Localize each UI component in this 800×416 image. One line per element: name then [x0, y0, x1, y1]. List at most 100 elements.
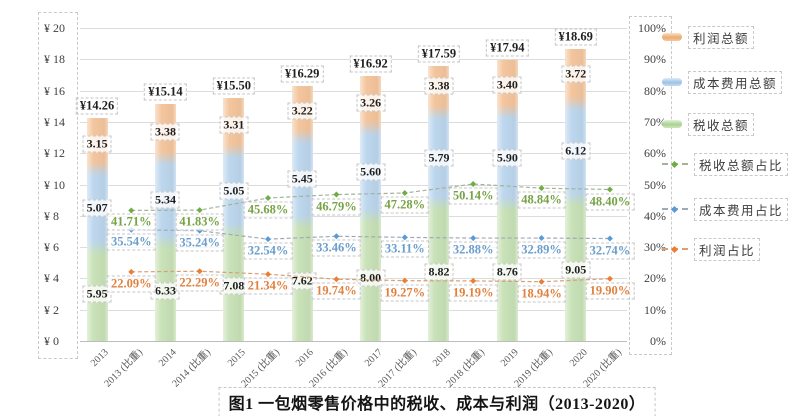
税收总额占比-label-2019: 48.84%: [517, 191, 566, 209]
y-axis-tick-left: ¥ 20: [44, 21, 65, 35]
y-axis-tick-right: 80%: [644, 83, 666, 98]
total-label-2014: ¥15.14: [144, 83, 187, 101]
利润占比-label-2013: 22.09%: [106, 275, 156, 293]
x-axis-tick: 2018: [430, 347, 453, 369]
税收总额占比-marker-icon: [333, 191, 340, 198]
成本费用占比-label-2020: 32.74%: [585, 242, 635, 260]
税收总额占比-marker-icon: [265, 195, 272, 202]
成本费用占比-marker-icon: [333, 233, 340, 240]
legend-item-tax-share: 税收总额占比: [662, 152, 789, 176]
cost-value-label-2015: 5.05: [219, 182, 249, 200]
成本费用占比-marker-icon: [401, 234, 408, 241]
total-label-2019: ¥17.94: [486, 39, 529, 57]
x-axis-tick: 2014: [157, 347, 180, 369]
tax-bar-swatch-icon: [662, 120, 682, 128]
gridline: [80, 153, 627, 155]
y-axis-tick-left: ¥ 12: [44, 146, 65, 161]
成本费用占比-label-2015: 32.54%: [243, 242, 293, 260]
y-axis-tick-left: ¥ 6: [44, 240, 59, 255]
profit-value-label-2018: 3.38: [424, 77, 454, 95]
legend-item-cost-total: 成本费用总额: [662, 70, 783, 94]
利润占比-label-2015: 21.34%: [243, 277, 293, 295]
legend-label: 成本费用总额: [688, 70, 783, 94]
stacked-bar-2019: [496, 60, 518, 341]
y-axis-tick-left: ¥ 10: [44, 177, 65, 192]
y-axis-tick-right: 90%: [644, 52, 666, 67]
成本费用占比-marker-icon: [538, 235, 545, 242]
税收总额占比-marker-icon: [401, 190, 408, 197]
利润占比-label-2019: 18.94%: [517, 285, 566, 303]
y-axis-tick-right: 60%: [644, 146, 666, 161]
cost-share-line-swatch-icon: [662, 205, 688, 213]
stacked-bar-2016: [291, 86, 313, 341]
成本费用占比-marker-icon: [470, 235, 477, 242]
y-axis-tick-left: ¥ 14: [44, 114, 65, 129]
cost-value-label-2018: 5.79: [424, 149, 454, 167]
税收总额占比-marker-icon: [538, 185, 545, 192]
profit-value-label-2015: 3.31: [219, 116, 249, 134]
成本费用占比-marker-icon: [606, 235, 613, 242]
tax-value-label-2019: 8.76: [492, 263, 522, 281]
税收总额占比-label-2016: 46.79%: [312, 198, 361, 216]
成本费用占比-label-2018: 32.88%: [448, 241, 498, 259]
total-label-2018: ¥17.59: [417, 45, 461, 63]
税收总额占比-marker-icon: [606, 186, 613, 193]
gridline: [80, 215, 627, 217]
tax-value-label-2013: 5.95: [82, 285, 112, 303]
x-axis-tick: 2013: [88, 347, 111, 369]
x-axis-tick: 2020: [567, 347, 590, 369]
total-label-2016: ¥16.29: [281, 65, 324, 83]
legend-label: 利润总额: [688, 25, 755, 49]
gridline: [80, 121, 627, 123]
利润占比-marker-icon: [128, 268, 135, 275]
税收总额占比-label-2014: 41.83%: [175, 213, 224, 231]
figure-title: 图1 一包烟零售价格中的税收、成本与利润（2013-2020）: [218, 387, 656, 416]
利润占比-marker-icon: [265, 271, 272, 278]
y-axis-tick-right: 100%: [638, 21, 666, 35]
profit-share-line-swatch-icon: [662, 245, 688, 253]
gridline: [80, 90, 627, 92]
成本费用占比-label-2017: 33.11%: [380, 240, 429, 258]
tax-value-label-2018: 8.82: [424, 263, 454, 281]
y-axis-tick-right: 50%: [644, 177, 666, 192]
y-axis-tick-right: 40%: [644, 208, 666, 223]
成本费用占比-marker-icon: [265, 236, 272, 243]
成本费用占比-label-2014: 35.24%: [175, 234, 224, 252]
cost-value-label-2017: 5.60: [356, 163, 386, 181]
profit-value-label-2014: 3.38: [150, 123, 180, 141]
y-axis-tick-left: ¥ 16: [44, 83, 65, 98]
tax-value-label-2020: 9.05: [561, 261, 591, 279]
legend-item-profit-total: 利润总额: [662, 25, 755, 49]
cost-bar-swatch-icon: [662, 78, 682, 86]
right-axis-frame: [629, 16, 672, 355]
cost-value-label-2014: 5.34: [150, 191, 180, 209]
y-axis-tick-left: ¥ 2: [44, 302, 59, 317]
stacked-bar-2018: [428, 65, 450, 341]
税收总额占比-marker-icon: [128, 207, 135, 214]
y-axis-tick-left: ¥ 0: [44, 334, 59, 348]
gridline: [80, 28, 627, 29]
税收总额占比-label-2015: 45.68%: [243, 201, 293, 219]
y-axis-tick-right: 20%: [644, 271, 666, 286]
税收总额占比-marker-icon: [196, 207, 203, 214]
y-axis-tick-right: 30%: [644, 240, 666, 255]
legend-label: 税收总额占比: [694, 152, 789, 176]
total-label-2020: ¥18.69: [554, 28, 597, 45]
利润占比-label-2014: 22.29%: [175, 274, 224, 292]
legend-label: 税收总额: [688, 112, 755, 136]
total-label-2013: ¥14.26: [75, 97, 119, 115]
x-axis-tick: 2019: [499, 347, 522, 369]
cost-value-label-2016: 5.45: [287, 170, 317, 188]
利润占比-label-2016: 19.74%: [312, 282, 361, 300]
tax-share-line-swatch-icon: [662, 160, 688, 168]
利润占比-label-2018: 19.19%: [448, 284, 498, 302]
profit-value-label-2020: 3.72: [561, 65, 591, 83]
total-label-2015: ¥15.50: [212, 77, 256, 95]
left-axis-frame: [38, 12, 78, 359]
税收总额占比-label-2018: 50.14%: [448, 187, 498, 205]
x-axis-tick: 2016: [294, 347, 316, 369]
y-axis-tick-right: 0%: [650, 334, 666, 348]
税收总额占比-label-2013: 41.71%: [106, 213, 156, 231]
y-axis-tick-left: ¥ 8: [44, 208, 59, 223]
cost-value-label-2013: 5.07: [82, 199, 112, 217]
